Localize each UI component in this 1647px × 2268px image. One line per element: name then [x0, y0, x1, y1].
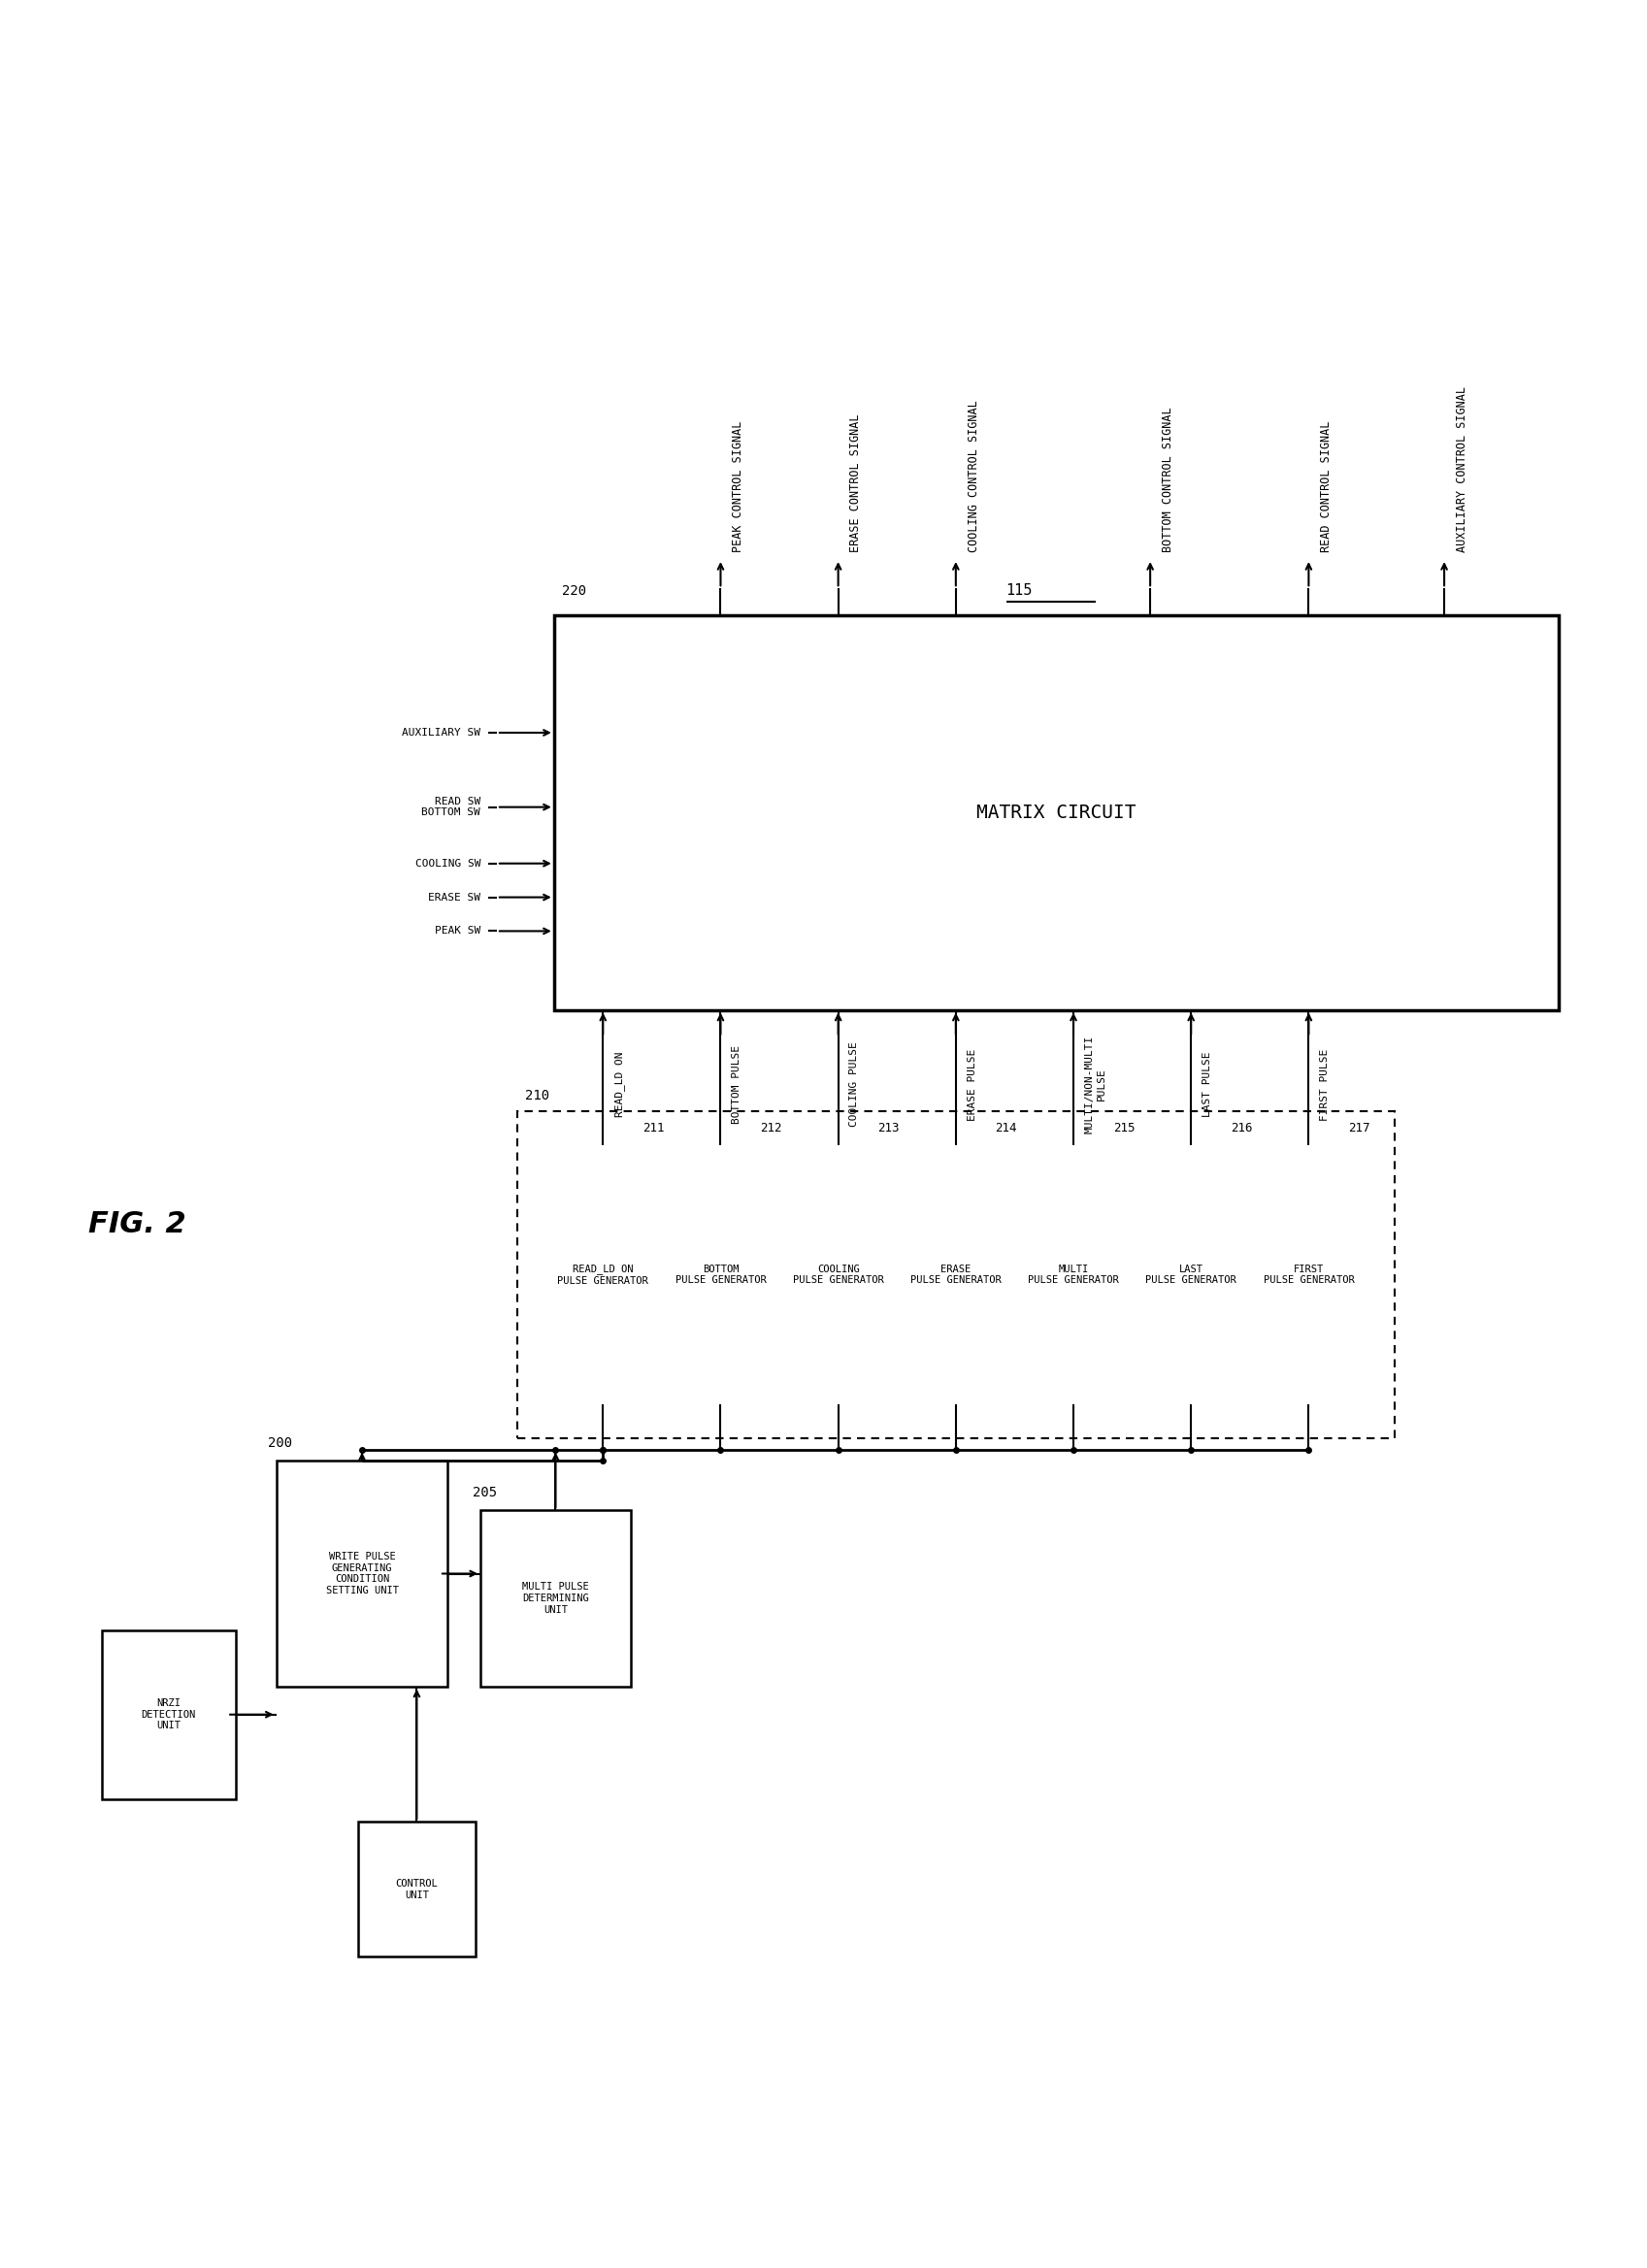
Text: READ_LD ON
PULSE GENERATOR: READ_LD ON PULSE GENERATOR: [557, 1263, 649, 1286]
Text: COOLING
PULSE GENERATOR: COOLING PULSE GENERATOR: [792, 1266, 884, 1286]
Text: 215: 215: [1113, 1120, 1135, 1134]
Bar: [277, 1461, 448, 1687]
Bar: [517, 1111, 1395, 1438]
Bar: [894, 1145, 1018, 1404]
Text: BOTTOM
PULSE GENERATOR: BOTTOM PULSE GENERATOR: [675, 1266, 766, 1286]
Text: MULTI PULSE
DETERMINING
UNIT: MULTI PULSE DETERMINING UNIT: [522, 1583, 590, 1615]
Text: 216: 216: [1230, 1120, 1252, 1134]
Text: AUXILIARY SW: AUXILIARY SW: [402, 728, 481, 737]
Text: FIG. 2: FIG. 2: [89, 1211, 186, 1238]
Bar: [1247, 1145, 1370, 1404]
Bar: [553, 615, 1558, 1009]
Text: MATRIX CIRCUIT: MATRIX CIRCUIT: [977, 803, 1136, 821]
Text: LAST
PULSE GENERATOR: LAST PULSE GENERATOR: [1146, 1266, 1237, 1286]
Text: ERASE
PULSE GENERATOR: ERASE PULSE GENERATOR: [911, 1266, 1001, 1286]
Text: PEAK SW: PEAK SW: [435, 925, 481, 937]
Text: COOLING SW: COOLING SW: [415, 860, 481, 869]
Bar: [102, 1631, 236, 1799]
Bar: [357, 1821, 476, 1957]
Text: FIRST
PULSE GENERATOR: FIRST PULSE GENERATOR: [1263, 1266, 1354, 1286]
Text: READ_LD ON: READ_LD ON: [614, 1052, 624, 1118]
Text: BOTTOM PULSE: BOTTOM PULSE: [731, 1046, 741, 1123]
Text: PEAK CONTROL SIGNAL: PEAK CONTROL SIGNAL: [731, 422, 744, 553]
Text: MULTI/NON-MULTI
PULSE: MULTI/NON-MULTI PULSE: [1085, 1034, 1105, 1134]
Text: CONTROL
UNIT: CONTROL UNIT: [395, 1878, 438, 1901]
Text: ERASE PULSE: ERASE PULSE: [967, 1048, 977, 1120]
Text: COOLING CONTROL SIGNAL: COOLING CONTROL SIGNAL: [967, 399, 980, 553]
Text: 210: 210: [525, 1089, 550, 1102]
Text: AUXILIARY CONTROL SIGNAL: AUXILIARY CONTROL SIGNAL: [1456, 386, 1467, 553]
Text: 220: 220: [562, 583, 586, 596]
Bar: [777, 1145, 899, 1404]
Text: 211: 211: [642, 1120, 664, 1134]
Text: ERASE SW: ERASE SW: [428, 891, 481, 903]
Bar: [542, 1145, 664, 1404]
Text: LAST PULSE: LAST PULSE: [1202, 1052, 1212, 1118]
Text: 213: 213: [878, 1120, 899, 1134]
Text: 214: 214: [995, 1120, 1018, 1134]
Text: BOTTOM CONTROL SIGNAL: BOTTOM CONTROL SIGNAL: [1161, 408, 1174, 553]
Text: FIRST PULSE: FIRST PULSE: [1321, 1048, 1329, 1120]
Text: COOLING PULSE: COOLING PULSE: [850, 1041, 860, 1127]
Text: 205: 205: [473, 1486, 497, 1499]
Text: 200: 200: [268, 1436, 293, 1449]
Text: MULTI
PULSE GENERATOR: MULTI PULSE GENERATOR: [1028, 1266, 1118, 1286]
Bar: [1013, 1145, 1135, 1404]
Text: READ SW
BOTTOM SW: READ SW BOTTOM SW: [422, 796, 481, 816]
Bar: [481, 1510, 631, 1687]
Bar: [1130, 1145, 1252, 1404]
Text: WRITE PULSE
GENERATING
CONDITION
SETTING UNIT: WRITE PULSE GENERATING CONDITION SETTING…: [326, 1551, 399, 1594]
Text: NRZI
DETECTION
UNIT: NRZI DETECTION UNIT: [142, 1699, 196, 1730]
Bar: [659, 1145, 782, 1404]
Text: 217: 217: [1349, 1120, 1370, 1134]
Text: READ CONTROL SIGNAL: READ CONTROL SIGNAL: [1321, 422, 1332, 553]
Text: ERASE CONTROL SIGNAL: ERASE CONTROL SIGNAL: [850, 415, 863, 553]
Text: 115: 115: [1006, 583, 1033, 596]
Text: 212: 212: [759, 1120, 782, 1134]
